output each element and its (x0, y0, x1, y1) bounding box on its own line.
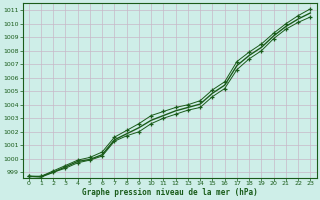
X-axis label: Graphe pression niveau de la mer (hPa): Graphe pression niveau de la mer (hPa) (82, 188, 257, 197)
